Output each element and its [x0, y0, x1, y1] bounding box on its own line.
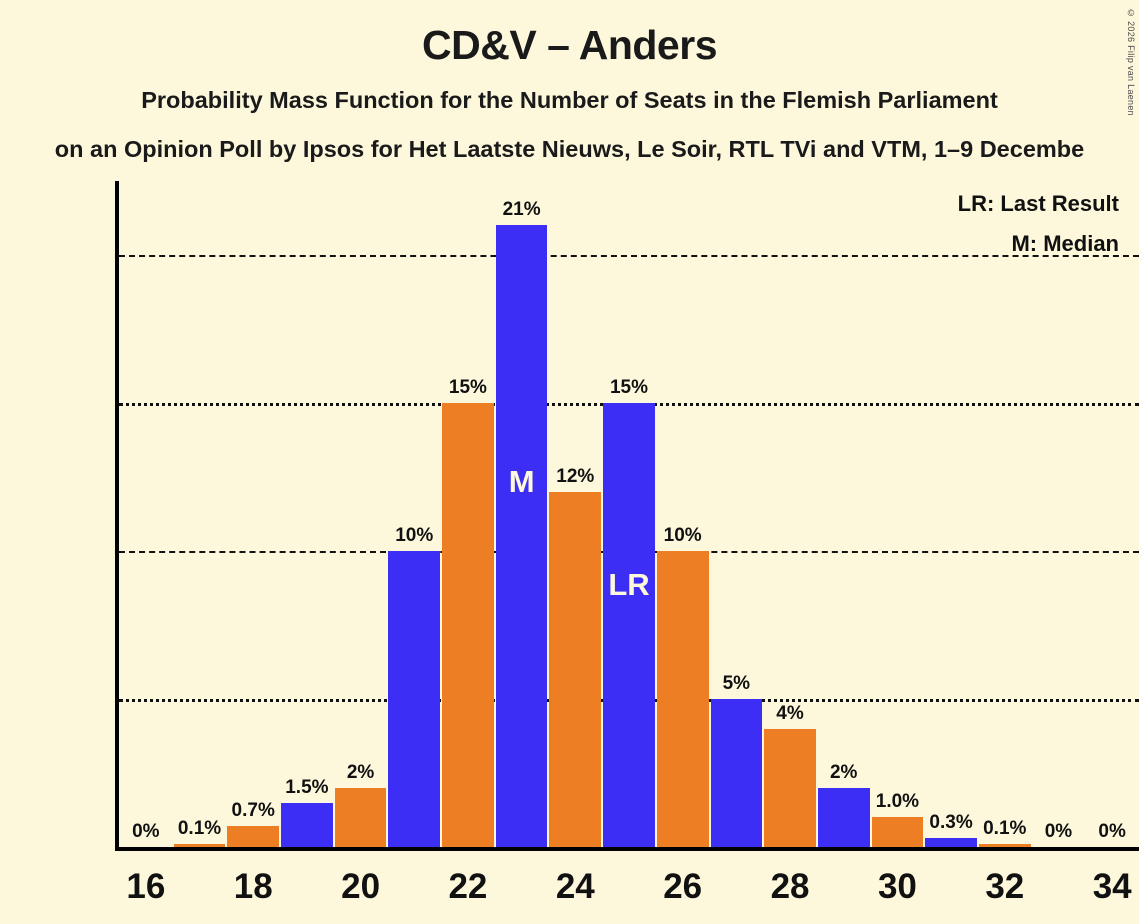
bar-fill-seat-30 [871, 817, 924, 847]
bar-value-label-seat-19: 1.5% [285, 776, 329, 798]
bar-seat-22[interactable]: 15% [441, 377, 495, 847]
bar-value-label-seat-28: 4% [776, 702, 804, 724]
x-tick-label-34: 34 [1092, 867, 1132, 906]
bar-seat-19[interactable]: 1.5% [280, 777, 334, 847]
bar-value-label-seat-20: 2% [346, 761, 375, 783]
bar-fill-seat-27 [710, 699, 763, 847]
bar-value-label-seat-25: 15% [609, 377, 648, 398]
bar-seat-21[interactable]: 10% [387, 525, 441, 847]
bar-marker-lr: LR [608, 567, 650, 603]
bar-value-label-seat-21: 10% [395, 525, 434, 546]
bar-value-label-seat-23: 21% [502, 199, 541, 221]
bar-seat-25[interactable]: 15% LR [602, 377, 656, 847]
copyright-notice: © 2026 Filip van Laenen [1126, 8, 1136, 116]
bar-fill-seat-24 [549, 491, 602, 847]
x-tick-label-18: 18 [233, 867, 273, 906]
chart-legend: LR: Last Result M: Median [958, 184, 1119, 264]
bar-value-label-seat-29: 2% [829, 761, 858, 783]
bar-fill-seat-17 [173, 844, 226, 847]
x-tick-label-16: 16 [126, 867, 166, 906]
bar-fill-seat-25 [603, 403, 655, 847]
bar-fill-seat-32 [978, 844, 1031, 847]
bar-seat-23[interactable]: 21% M [495, 199, 549, 847]
bar-value-label-seat-34: 0% [1098, 821, 1126, 842]
bar-fill-seat-20 [334, 787, 387, 847]
bar-fill-seat-22 [442, 403, 494, 847]
bar-seat-30[interactable]: 1.0% [871, 791, 925, 847]
bar-seat-20[interactable]: 2% [334, 762, 388, 847]
bar-fill-seat-21 [388, 551, 441, 847]
bar-fill-seat-31 [925, 838, 977, 847]
bar-fill-seat-19 [281, 802, 333, 847]
x-tick-label-20: 20 [341, 867, 381, 906]
chart-subtitle-line-1: Probability Mass Function for the Number… [141, 87, 998, 113]
chart-title: CD&V – Anders [422, 22, 718, 68]
gridline-20 [119, 255, 1139, 257]
y-axis-line [115, 181, 119, 851]
bar-value-label-seat-33: 0% [1044, 821, 1073, 842]
x-tick-label-30: 30 [877, 867, 917, 906]
x-tick-label-22: 22 [448, 867, 488, 906]
chart-subtitle-line-2: on an Opinion Poll by Ipsos for Het Laat… [54, 136, 1085, 162]
bar-value-label-seat-16: 0% [132, 821, 160, 842]
bar-value-label-seat-27: 5% [722, 673, 751, 694]
x-tick-label-32: 32 [985, 867, 1025, 906]
legend-item-median: M: Median [1011, 231, 1119, 256]
bar-seat-24[interactable]: 12% [548, 466, 602, 847]
x-tick-label-28: 28 [770, 867, 810, 906]
bar-marker-m: M [508, 464, 535, 500]
bar-value-label-seat-31: 0.3% [929, 812, 973, 834]
bar-seat-27[interactable]: 5% [710, 673, 764, 847]
bar-value-label-seat-32: 0.1% [983, 818, 1027, 840]
bar-value-label-seat-22: 15% [448, 377, 487, 398]
x-tick-label-26: 26 [663, 867, 703, 906]
bar-value-label-seat-26: 10% [663, 525, 702, 546]
bar-seat-18[interactable]: 0.7% [226, 800, 280, 847]
bar-fill-seat-28 [764, 728, 816, 847]
bar-value-label-seat-18: 0.7% [231, 800, 275, 822]
bar-fill-seat-29 [817, 787, 870, 847]
bar-fill-seat-26 [656, 551, 709, 847]
x-tick-label-24: 24 [555, 867, 595, 906]
legend-item-last-result: LR: Last Result [957, 191, 1119, 216]
bar-value-label-seat-24: 12% [556, 465, 595, 487]
bar-value-label-seat-17: 0.1% [177, 818, 222, 840]
bar-value-label-seat-30: 1.0% [875, 791, 920, 813]
bar-seat-26[interactable]: 10% [656, 525, 710, 847]
bar-seat-29[interactable]: 2% [817, 762, 871, 847]
bar-seat-31[interactable]: 0.3% [924, 812, 978, 847]
bar-fill-seat-18 [227, 826, 280, 847]
plot-area: 20%10% 0%0.1%0.7%1.5%2%10%15%21%M12%15%L… [115, 181, 1139, 906]
bar-seat-28[interactable]: 4% [763, 703, 817, 847]
bar-fill-seat-23 [495, 225, 548, 847]
x-axis-line [115, 847, 1139, 851]
bar-seat-17[interactable]: 0.1% [173, 818, 227, 847]
bar-seat-32[interactable]: 0.1% [978, 818, 1032, 847]
